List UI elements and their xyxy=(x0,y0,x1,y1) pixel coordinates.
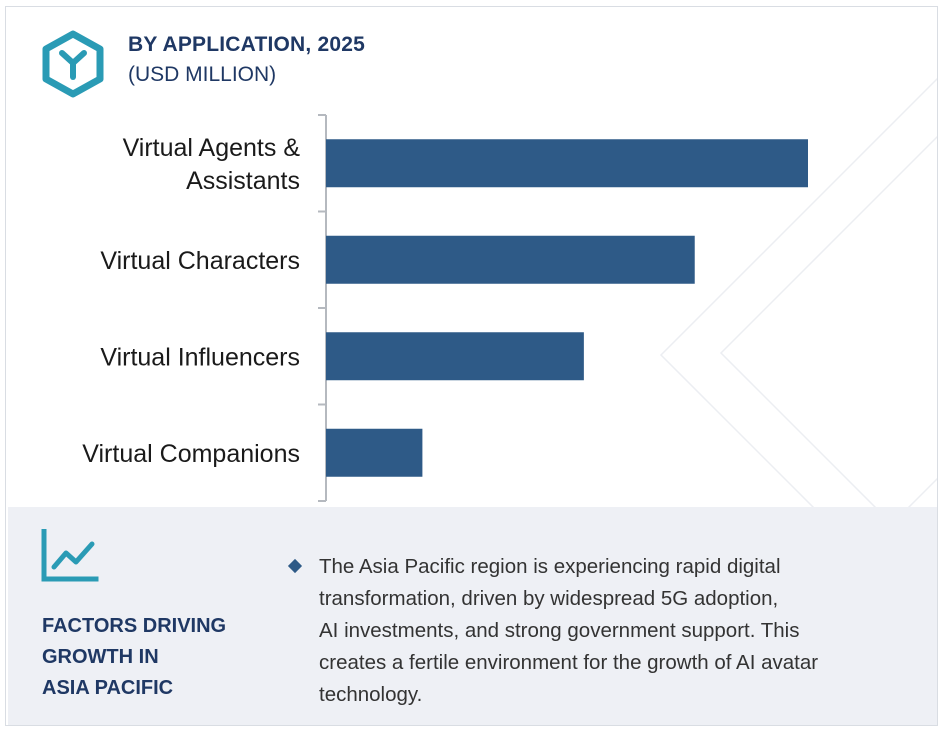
chart-subtitle: (USD MILLION) xyxy=(128,63,277,86)
diamond-bullet-icon xyxy=(287,558,303,574)
bar-2 xyxy=(326,332,584,381)
chart-title: BY APPLICATION, 2025 xyxy=(128,33,366,56)
category-label-line: Virtual Agents & xyxy=(123,134,301,162)
bar-chart: Virtual Agents & Assistants Virtual Charac… xyxy=(82,114,808,502)
factor-text-line: transformation, driven by widespread 5G … xyxy=(319,587,779,610)
factor-text-line: creates a fertile environment for the gr… xyxy=(319,651,819,674)
factors-panel: FACTORS DRIVING GROWTH IN ASIA PACIFIC T… xyxy=(8,507,937,725)
category-label: Virtual Influencers xyxy=(100,343,300,371)
category-label-line: Virtual Influencers xyxy=(100,343,300,371)
bar-3 xyxy=(326,428,423,477)
trend-chart-icon xyxy=(41,529,99,582)
category-label: Virtual Companions xyxy=(82,440,300,468)
factor-text-line: The Asia Pacific region is experiencing … xyxy=(319,555,781,578)
factors-title: FACTORS DRIVING GROWTH IN ASIA PACIFIC xyxy=(42,611,272,704)
infographic-frame: BY APPLICATION, 2025 (USD MILLION) Virtu… xyxy=(5,6,938,726)
factors-title-line: FACTORS DRIVING xyxy=(42,615,227,637)
category-label-line: Assistants xyxy=(186,167,300,195)
factors-title-line: ASIA PACIFIC xyxy=(42,677,174,699)
category-label-line: Virtual Companions xyxy=(82,440,300,468)
bar-1 xyxy=(326,235,695,284)
factor-text-line: technology. xyxy=(319,683,423,706)
hexagon-y-icon xyxy=(42,30,104,98)
factors-title-line: GROWTH IN xyxy=(42,646,159,668)
factor-text-line: AI investments, and strong government su… xyxy=(319,619,800,642)
category-label: Virtual Characters xyxy=(100,247,300,275)
factor-description: The Asia Pacific region is experiencing … xyxy=(319,551,919,711)
bar-0 xyxy=(326,139,808,188)
category-label-line: Virtual Characters xyxy=(100,247,300,275)
category-label: Virtual Agents & Assistants xyxy=(123,134,301,195)
